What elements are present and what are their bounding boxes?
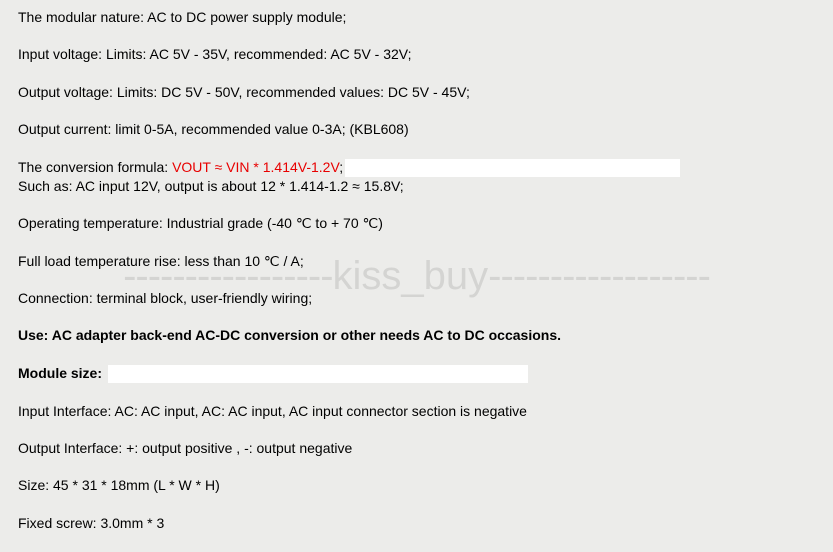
text: Such as: AC input 12V, output is about 1… xyxy=(18,178,404,194)
text: Fixed screw: 3.0mm * 3 xyxy=(18,515,164,531)
formula-suffix: ; xyxy=(339,159,343,175)
line-full-load-temp: Full load temperature rise: less than 10… xyxy=(18,252,815,271)
line-output-interface: Output Interface: +: output positive , -… xyxy=(18,439,815,458)
line-module-size: Module size: xyxy=(18,364,815,383)
text: Connection: terminal block, user-friendl… xyxy=(18,290,312,306)
text: Use: AC adapter back-end AC-DC conversio… xyxy=(18,327,561,343)
white-redaction-a xyxy=(345,159,680,177)
text: The modular nature: AC to DC power suppl… xyxy=(18,9,346,25)
formula-prefix: The conversion formula: xyxy=(18,159,172,175)
text: Full load temperature rise: less than 10… xyxy=(18,253,304,269)
text: Input voltage: Limits: AC 5V - 35V, reco… xyxy=(18,46,412,62)
spec-sheet: The modular nature: AC to DC power suppl… xyxy=(0,0,833,533)
text: Output Interface: +: output positive , -… xyxy=(18,440,352,456)
text: Module size: xyxy=(18,365,102,381)
line-operating-temp: Operating temperature: Industrial grade … xyxy=(18,214,815,233)
line-connection: Connection: terminal block, user-friendl… xyxy=(18,289,815,308)
line-input-voltage: Input voltage: Limits: AC 5V - 35V, reco… xyxy=(18,45,815,64)
line-input-interface: Input Interface: AC: AC input, AC: AC in… xyxy=(18,402,815,421)
line-fixed-screw: Fixed screw: 3.0mm * 3 xyxy=(18,514,815,533)
text: Output voltage: Limits: DC 5V - 50V, rec… xyxy=(18,84,470,100)
line-output-voltage: Output voltage: Limits: DC 5V - 50V, rec… xyxy=(18,83,815,102)
text: Output current: limit 0-5A, recommended … xyxy=(18,121,409,137)
white-redaction-b xyxy=(108,365,528,383)
text: Operating temperature: Industrial grade … xyxy=(18,215,383,231)
line-output-current: Output current: limit 0-5A, recommended … xyxy=(18,120,815,139)
formula-value: VOUT ≈ VIN * 1.414V-1.2V xyxy=(172,159,339,175)
text: Size: 45 * 31 * 18mm (L * W * H) xyxy=(18,477,220,493)
line-size: Size: 45 * 31 * 18mm (L * W * H) xyxy=(18,476,815,495)
line-conversion-formula: The conversion formula: VOUT ≈ VIN * 1.4… xyxy=(18,158,815,177)
line-modular-nature: The modular nature: AC to DC power suppl… xyxy=(18,8,815,27)
text: Input Interface: AC: AC input, AC: AC in… xyxy=(18,403,527,419)
line-use: Use: AC adapter back-end AC-DC conversio… xyxy=(18,326,815,345)
line-example: Such as: AC input 12V, output is about 1… xyxy=(18,177,815,196)
